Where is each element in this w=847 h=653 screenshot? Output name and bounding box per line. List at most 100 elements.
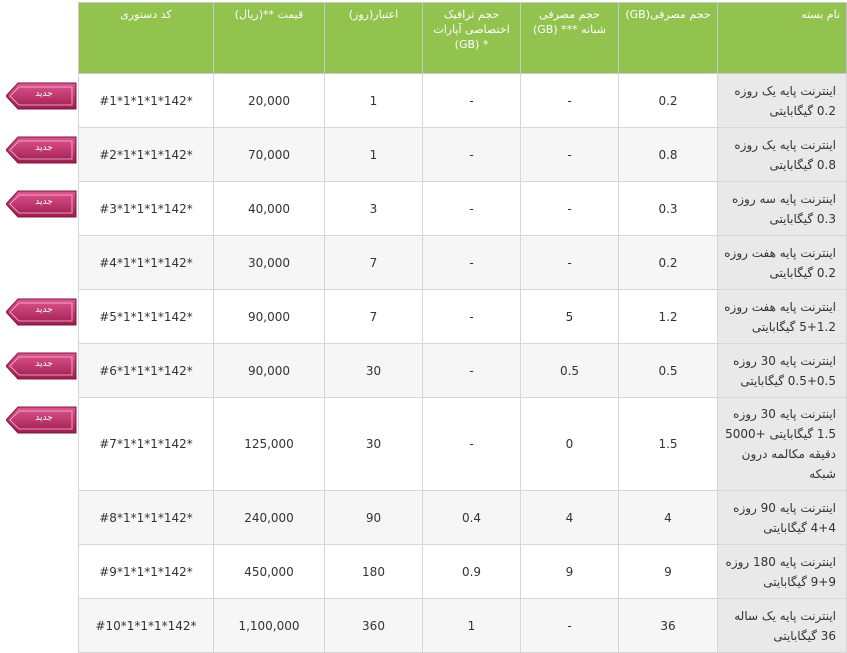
cell-night: - bbox=[520, 235, 619, 290]
header-night: حجم مصرفی شبانه *** (GB) bbox=[520, 2, 619, 74]
cell-validity: 90 bbox=[324, 490, 423, 545]
cell-code: #4*1*1*1*142* bbox=[78, 235, 214, 290]
ribbon-icon bbox=[6, 82, 77, 109]
table-row: #9*1*1*1*142* 450,000 180 0.9 9 9 اینترنت پایه… bbox=[78, 544, 847, 599]
cell-price: 30,000 bbox=[213, 235, 325, 290]
table-row: #8*1*1*1*142* 240,000 90 0.4 4 4 اینترنت پایه … bbox=[78, 490, 847, 545]
cell-code: #6*1*1*1*142* bbox=[78, 343, 214, 398]
cell-aparat: - bbox=[422, 181, 521, 236]
table-header-row: کد دستوری قیمت **(ریال) اعتبار(روز) حجم … bbox=[78, 2, 847, 74]
cell-name: اینترنت پایه هفت روزه 1.2+5 گیگابایتی bbox=[717, 289, 847, 344]
cell-aparat: - bbox=[422, 235, 521, 290]
cell-usage: 9 bbox=[618, 544, 718, 599]
cell-code: #8*1*1*1*142* bbox=[78, 490, 214, 545]
cell-name: اینترنت پایه سه روزه 0.3 گیگابایتی bbox=[717, 181, 847, 236]
table-row: #10*1*1*1*142* 1,100,000 360 1-36 اینترنت پا… bbox=[78, 598, 847, 653]
cell-usage: 1.5 bbox=[618, 397, 718, 491]
cell-name: اینترنت پایه هفت روزه 0.2 گیگابایتی bbox=[717, 235, 847, 290]
cell-price: 90,000 bbox=[213, 343, 325, 398]
cell-night: 0 bbox=[520, 397, 619, 491]
header-name: نام بسته bbox=[717, 2, 847, 74]
cell-validity: 360 bbox=[324, 598, 423, 653]
cell-validity: 30 bbox=[324, 397, 423, 491]
new-badge: جدید bbox=[6, 406, 78, 434]
packages-table-container: کد دستوری قیمت **(ریال) اعتبار(روز) حجم … bbox=[78, 2, 847, 653]
cell-validity: 7 bbox=[324, 289, 423, 344]
cell-code: #7*1*1*1*142* bbox=[78, 397, 214, 491]
new-badge: جدید bbox=[6, 352, 78, 380]
cell-name: اینترنت پایه 180 روزه 9+9 گیگابایتی bbox=[717, 544, 847, 599]
table-row: #5*1*1*1*142* 90,000 7-5 1.2 اینترنت پایه هف… bbox=[78, 289, 847, 344]
new-badge: جدید bbox=[6, 136, 78, 164]
cell-aparat: - bbox=[422, 343, 521, 398]
cell-name: اینترنت پایه 90 روزه 4+4 گیگابایتی bbox=[717, 490, 847, 545]
cell-night: - bbox=[520, 127, 619, 182]
cell-name: اینترنت پایه 30 روزه 0.5+0.5 گیگابایتی bbox=[717, 343, 847, 398]
cell-night: 9 bbox=[520, 544, 619, 599]
cell-night: 4 bbox=[520, 490, 619, 545]
cell-price: 450,000 bbox=[213, 544, 325, 599]
cell-aparat: - bbox=[422, 127, 521, 182]
cell-code: #10*1*1*1*142* bbox=[78, 598, 214, 653]
new-badge-label: جدید bbox=[35, 88, 53, 99]
table-row: #4*1*1*1*142* 30,000 7- -0.2 اینترنت پایه هف… bbox=[78, 235, 847, 290]
ribbon-icon bbox=[6, 352, 77, 379]
cell-usage: 0.3 bbox=[618, 181, 718, 236]
cell-night: 0.5 bbox=[520, 343, 619, 398]
new-badge-label: جدید bbox=[35, 412, 53, 423]
new-badge: جدید bbox=[6, 82, 78, 110]
packages-table: کد دستوری قیمت **(ریال) اعتبار(روز) حجم … bbox=[78, 2, 847, 653]
header-usage: حجم مصرفی(GB) bbox=[618, 2, 718, 74]
cell-price: 240,000 bbox=[213, 490, 325, 545]
table-row: #2*1*1*1*142* 70,000 1- -0.8 اینترنت پایه یک… bbox=[78, 127, 847, 182]
cell-validity: 3 bbox=[324, 181, 423, 236]
cell-price: 40,000 bbox=[213, 181, 325, 236]
cell-price: 20,000 bbox=[213, 73, 325, 128]
header-aparat: حجم ترافیک اختصاصی آپارات * (GB) bbox=[422, 2, 521, 74]
cell-validity: 180 bbox=[324, 544, 423, 599]
cell-aparat: 0.9 bbox=[422, 544, 521, 599]
ribbon-icon bbox=[6, 190, 77, 217]
cell-validity: 1 bbox=[324, 73, 423, 128]
cell-name: اینترنت پایه 30 روزه 1.5 گیگابایتی +5000… bbox=[717, 397, 847, 491]
cell-usage: 0.5 bbox=[618, 343, 718, 398]
cell-code: #3*1*1*1*142* bbox=[78, 181, 214, 236]
cell-usage: 1.2 bbox=[618, 289, 718, 344]
cell-usage: 0.2 bbox=[618, 235, 718, 290]
ribbon-icon bbox=[6, 298, 77, 325]
table-row: #1*1*1*1*142* 20,000 1- -0.2 اینترنت پایه یک… bbox=[78, 73, 847, 128]
header-validity: اعتبار(روز) bbox=[324, 2, 423, 74]
cell-code: #2*1*1*1*142* bbox=[78, 127, 214, 182]
cell-name: اینترنت پایه یک روزه 0.8 گیگابایتی bbox=[717, 127, 847, 182]
cell-night: - bbox=[520, 73, 619, 128]
cell-aparat: 0.4 bbox=[422, 490, 521, 545]
cell-price: 90,000 bbox=[213, 289, 325, 344]
new-badge-label: جدید bbox=[35, 196, 53, 207]
cell-price: 1,100,000 bbox=[213, 598, 325, 653]
cell-price: 125,000 bbox=[213, 397, 325, 491]
new-badge: جدید bbox=[6, 190, 78, 218]
cell-usage: 36 bbox=[618, 598, 718, 653]
cell-code: #1*1*1*1*142* bbox=[78, 73, 214, 128]
header-code: کد دستوری bbox=[78, 2, 214, 74]
cell-night: 5 bbox=[520, 289, 619, 344]
cell-night: - bbox=[520, 598, 619, 653]
cell-usage: 4 bbox=[618, 490, 718, 545]
table-row: #7*1*1*1*142* 125,000 30-0 1.5 اینترنت پایه … bbox=[78, 397, 847, 491]
new-badge-label: جدید bbox=[35, 304, 53, 315]
cell-aparat: 1 bbox=[422, 598, 521, 653]
table-row: #6*1*1*1*142* 90,000 30-0.5 0.5 اینترنت پایه… bbox=[78, 343, 847, 398]
cell-aparat: - bbox=[422, 289, 521, 344]
header-price: قیمت **(ریال) bbox=[213, 2, 325, 74]
cell-price: 70,000 bbox=[213, 127, 325, 182]
new-badge: جدید bbox=[6, 298, 78, 326]
cell-code: #5*1*1*1*142* bbox=[78, 289, 214, 344]
cell-night: - bbox=[520, 181, 619, 236]
cell-usage: 0.8 bbox=[618, 127, 718, 182]
cell-validity: 1 bbox=[324, 127, 423, 182]
cell-aparat: - bbox=[422, 73, 521, 128]
cell-validity: 30 bbox=[324, 343, 423, 398]
cell-name: اینترنت پایه یک ساله 36 گیگابایتی bbox=[717, 598, 847, 653]
new-badge-label: جدید bbox=[35, 358, 53, 369]
cell-name: اینترنت پایه یک روزه 0.2 گیگابایتی bbox=[717, 73, 847, 128]
